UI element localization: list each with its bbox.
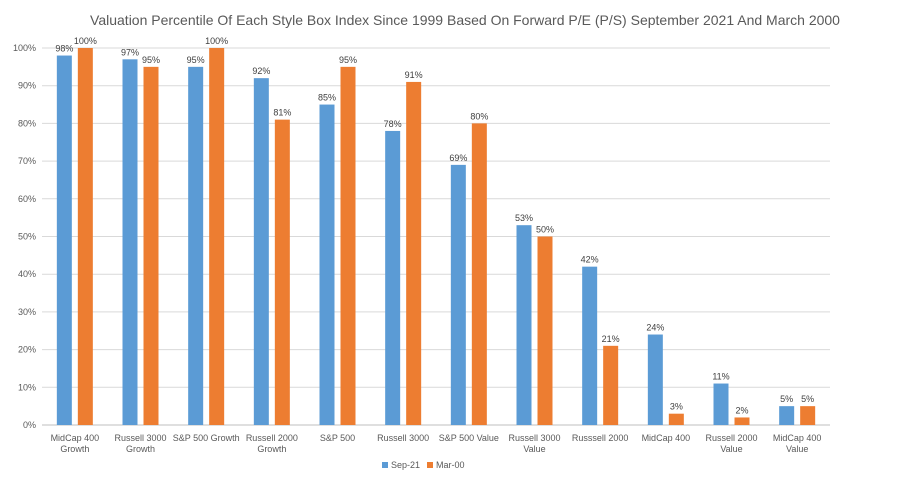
legend: Sep-21 Mar-00	[382, 460, 465, 470]
x-tick-label: Growth	[60, 444, 89, 454]
bar-mar-00	[406, 81, 422, 426]
bar-mar-00	[274, 119, 290, 425]
x-tick-label: Russell 3000	[377, 433, 429, 443]
bar-sep-21	[56, 55, 72, 425]
data-label: 53%	[515, 213, 533, 223]
legend-label: Sep-21	[391, 460, 420, 470]
y-tick-label: 50%	[18, 232, 36, 242]
gridlines	[42, 47, 830, 426]
data-label: 42%	[581, 255, 599, 265]
bar-mar-00	[734, 417, 750, 425]
data-label: 95%	[142, 55, 160, 65]
data-label: 3%	[670, 402, 683, 412]
y-axis: 0% 10% 20% 30% 40% 50% 60% 70% 80% 90% 100%	[13, 43, 36, 430]
x-tick-label: Russell 2000	[246, 433, 298, 443]
x-tick-label: Russsell 2000	[572, 433, 629, 443]
y-tick-label: 80%	[18, 118, 36, 128]
legend-swatch	[427, 462, 433, 468]
data-label: 50%	[536, 225, 554, 235]
bar-mar-00	[603, 345, 619, 425]
data-label: 21%	[602, 334, 620, 344]
data-label: 5%	[801, 394, 814, 404]
data-label: 2%	[735, 405, 748, 415]
chart-title: Valuation Percentile Of Each Style Box I…	[90, 12, 840, 28]
y-tick-label: 30%	[18, 307, 36, 317]
data-label: 69%	[449, 153, 467, 163]
data-label: 92%	[252, 66, 270, 76]
y-tick-label: 90%	[18, 81, 36, 91]
bar-sep-21	[713, 383, 729, 425]
y-tick-label: 40%	[18, 269, 36, 279]
bar-sep-21	[122, 59, 138, 426]
y-tick-label: 20%	[18, 345, 36, 355]
bar-sep-21	[319, 104, 335, 426]
bar-mar-00	[800, 406, 816, 425]
x-tick-label: MidCap 400	[51, 433, 100, 443]
x-tick-label: Russell 3000	[508, 433, 560, 443]
data-label: 81%	[273, 108, 291, 118]
y-tick-label: 0%	[23, 420, 36, 430]
x-tick-label: S&P 500 Value	[439, 433, 499, 443]
bar-sep-21	[779, 406, 795, 425]
x-tick-label: Value	[720, 444, 742, 454]
bar-sep-21	[647, 334, 663, 425]
bar-mar-00	[668, 413, 684, 425]
x-tick-label: S&P 500	[320, 433, 355, 443]
data-label: 98%	[55, 44, 73, 54]
bar-sep-21	[188, 66, 204, 425]
x-tick-label: Growth	[126, 444, 155, 454]
bar-mar-00	[537, 236, 553, 425]
data-label: 100%	[205, 36, 228, 46]
x-tick-label: Value	[523, 444, 545, 454]
legend-swatch	[382, 462, 388, 468]
legend-label: Mar-00	[436, 460, 465, 470]
bar-mar-00	[209, 48, 225, 425]
x-tick-label: Value	[786, 444, 808, 454]
x-tick-label: MidCap 400	[773, 433, 822, 443]
data-label: 95%	[187, 55, 205, 65]
bar-sep-21	[450, 164, 466, 425]
bar-mar-00	[471, 123, 487, 426]
x-tick-label: Growth	[257, 444, 286, 454]
data-label: 100%	[74, 36, 97, 46]
data-label: 24%	[646, 323, 664, 333]
bar-sep-21	[516, 225, 532, 425]
x-tick-label: MidCap 400	[642, 433, 691, 443]
x-tick-label: Russell 3000	[114, 433, 166, 443]
data-label: 91%	[405, 70, 423, 80]
y-tick-label: 100%	[13, 43, 36, 53]
y-tick-label: 60%	[18, 194, 36, 204]
data-label: 85%	[318, 93, 336, 103]
bar-sep-21	[253, 78, 269, 425]
data-label: 78%	[384, 119, 402, 129]
bar-sep-21	[582, 266, 598, 425]
bar-mar-00	[340, 66, 356, 425]
data-label: 80%	[470, 111, 488, 121]
bar-sep-21	[385, 130, 401, 425]
x-tick-label: Russell 2000	[705, 433, 757, 443]
bar-mar-00	[77, 48, 93, 425]
data-label: 11%	[712, 372, 729, 382]
data-label: 5%	[780, 394, 793, 404]
data-label: 97%	[121, 47, 139, 57]
bar-mar-00	[143, 66, 159, 425]
y-tick-label: 10%	[18, 382, 36, 392]
bars: 98%100%97%95% 95%100%92%81%85%95%78%91%69…	[55, 36, 816, 426]
x-tick-label: S&P 500 Growth	[173, 433, 240, 443]
y-tick-label: 70%	[18, 156, 36, 166]
data-label: 95%	[339, 55, 357, 65]
